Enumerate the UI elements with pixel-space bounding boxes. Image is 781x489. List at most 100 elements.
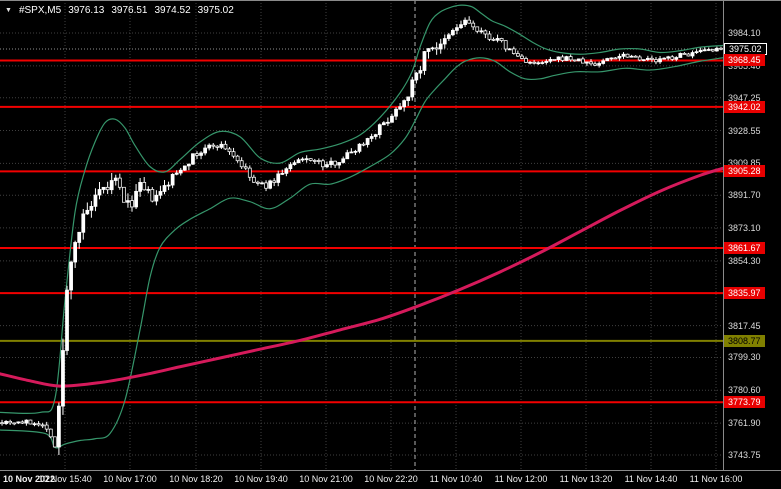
candle-body [166,184,171,187]
candle-body [455,27,459,31]
current-price-label[interactable]: 3975.02 [724,42,767,55]
candle-body [130,200,134,208]
candle-body [645,57,650,60]
candle-body [633,55,638,58]
candle-body [162,185,167,192]
candle-body [528,61,532,64]
candle-body [572,59,577,62]
candle-body [637,56,642,61]
candle-body [93,194,98,207]
price-axis-label: 3817.45 [728,320,761,331]
candle-body [483,30,488,35]
candle-body [544,60,549,63]
candle-body [113,177,118,181]
candle-body [308,158,313,161]
candle-body [12,422,17,425]
candle-body [260,182,264,185]
frame-right-border [723,0,724,470]
candle-body [0,422,4,425]
symbol-period-label: #SPX,M5 [18,5,62,16]
time-axis[interactable]: 10 Nov 2022 10 Nov 15:40 10 Nov 17:00 10 No… [0,472,781,489]
candle-body [605,58,610,62]
candle-body [24,419,29,424]
candle-body [710,49,715,52]
candle-body [589,61,593,65]
candle-body [235,155,240,162]
candle-body [268,180,272,189]
candle-body [459,24,463,29]
candle-body [580,58,585,64]
candle-body [479,30,484,33]
candle-body [654,59,658,63]
candle-body [686,53,691,57]
candle-body [532,61,537,64]
level-price-label[interactable]: 3905.28 [724,165,765,178]
time-axis-label: 11 Nov 14:40 [624,474,678,484]
candle-body [499,38,504,41]
level-price-label[interactable]: 3968.45 [724,54,765,67]
candle-body [520,55,524,59]
candle-body [337,162,342,166]
candle-body [288,164,293,170]
candle-body [227,148,232,153]
candle-body [207,144,212,149]
candle-body [381,122,386,126]
candle-body [247,167,252,178]
candle-body [150,189,155,202]
candle-body [678,53,683,58]
level-price-label[interactable]: 3808.77 [724,334,765,347]
candle-body [174,172,179,175]
candle-body [641,59,646,61]
candle-body [280,173,285,175]
candle-body [186,163,191,167]
candle-body [410,79,415,98]
candle-body [300,158,305,161]
price-chart[interactable] [0,0,723,470]
symbol-dropdown-icon[interactable]: ▼ [5,7,12,14]
candle-body [195,153,199,156]
candle-body [61,350,65,407]
candle-body [158,191,163,196]
price-axis-label: 3854.30 [728,255,761,266]
candle-body [524,58,528,63]
candle-body [97,189,102,196]
candle-body [199,152,203,156]
candle-body [292,162,297,165]
candle-body [719,47,723,50]
candle-body [430,47,435,50]
candle-body [243,166,248,169]
price-axis[interactable]: 3984.103965.403947.253928.553909.853891.… [724,0,781,470]
candle-body [296,159,301,164]
candle-body [475,26,480,32]
candle-body [203,147,207,154]
time-axis-label: 10 Nov 17:00 [103,474,157,484]
price-axis-label: 3909.85 [728,158,761,169]
time-axis-label: 10 Nov 15:40 [38,474,92,484]
candle-body [446,34,451,39]
candle-body [251,176,256,183]
candle-body [698,50,703,52]
candle-body [422,51,427,71]
candle-body [377,124,382,135]
candle-body [682,53,687,55]
candle-body [516,53,520,57]
candle-body [170,173,175,186]
price-axis-label: 3761.90 [728,418,761,429]
candle-body [369,136,374,139]
candle-body [52,436,57,448]
candle-body [609,57,614,60]
symbol-ohlc-header: ▼ #SPX,M5 3976.13 3976.51 3974.52 3975.0… [5,5,234,16]
level-price-label[interactable]: 3835.97 [724,287,765,300]
level-price-label[interactable]: 3773.79 [724,396,765,409]
candle-body [670,56,675,60]
candle-body [613,57,618,60]
candle-body [556,56,561,61]
frame-bottom-border [0,470,781,471]
candle-body [386,121,390,124]
candle-body [48,428,53,438]
level-price-label[interactable]: 3861.67 [724,241,765,254]
candle-body [57,405,61,448]
candle-body [349,151,354,154]
candle-body [191,153,195,165]
level-price-label[interactable]: 3942.02 [724,100,765,113]
